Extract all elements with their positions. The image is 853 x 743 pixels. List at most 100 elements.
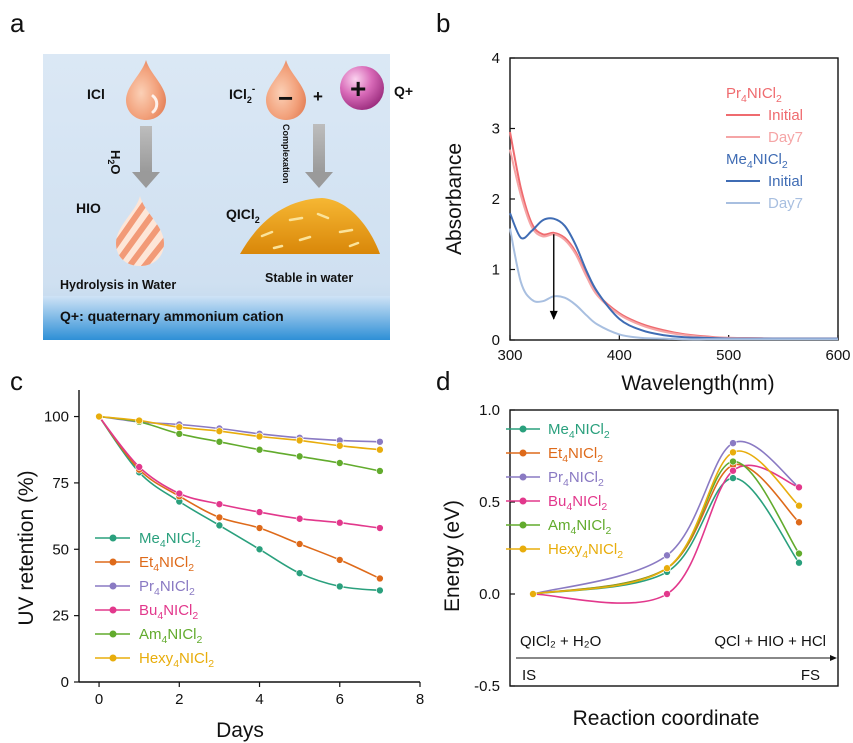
y-tick-label: 1.0: [479, 402, 500, 419]
stable-caption: Stable in water: [265, 271, 353, 285]
y-tick-label: -0.5: [474, 678, 500, 695]
data-point-Me: [335, 582, 344, 591]
energy-point-Hexy: [663, 564, 671, 573]
legend-marker: [109, 558, 117, 566]
legend-marker: [109, 606, 117, 614]
data-point-Am: [335, 459, 344, 467]
energy-line-Bu: [532, 464, 800, 604]
data-point-Hexy: [135, 416, 143, 425]
y-tick-label: 100: [44, 409, 69, 426]
minus-sign: −: [278, 83, 293, 113]
y-tick-label: 0.5: [479, 494, 500, 511]
legend-group-title: Me4NICl2: [726, 151, 788, 171]
data-point-Et: [215, 513, 224, 522]
y-axis-label: UV retention (%): [15, 470, 38, 625]
legend-marker: [109, 534, 117, 542]
legend-marker: [109, 654, 117, 662]
complexation-arrow-icon: [305, 124, 333, 188]
legend-group-title: Pr4NICl2: [726, 85, 782, 105]
y-tick-label: 25: [52, 608, 69, 625]
series-line-Me4NICl2-Day7: [509, 228, 838, 341]
data-point-Hexy: [335, 441, 344, 450]
y-tick-label: 1: [492, 262, 500, 279]
icl-label: ICl: [87, 86, 105, 102]
data-point-Am: [175, 429, 184, 438]
energy-point-Hexy: [529, 590, 537, 598]
data-point-Me: [376, 586, 384, 595]
panel-b-label: b: [436, 8, 450, 38]
q-plus-label: Q+: [394, 83, 413, 99]
y-axis-label: Absorbance: [443, 143, 466, 255]
hydrolysis-caption: Hydrolysis in Water: [60, 278, 176, 292]
panel-b-absorbance-chart: 300 400 500 600 0 1 2 3 4 Wavelength(nm) Absorbanc…: [443, 50, 851, 395]
footer-caption: Q+: quaternary ammonium cation: [60, 308, 284, 324]
legend-entry: Initial: [768, 173, 803, 190]
h2o-label: H2O: [106, 150, 123, 175]
y-tick-label: 75: [52, 475, 69, 492]
y-axis-label: Energy (eV): [441, 500, 464, 612]
cation-ball-icon: [340, 66, 384, 110]
icl2-label: ICl2-: [229, 84, 255, 105]
legend-entry: Pr4NICl2: [139, 578, 195, 598]
data-point-Hexy: [376, 445, 384, 454]
hio-label: HIO: [76, 200, 101, 216]
data-point-Me: [255, 545, 264, 554]
x-tick-label: 0: [95, 691, 103, 708]
legend-entry: Hexy4NICl2: [139, 650, 214, 670]
droplet-highlight-icon: [151, 94, 159, 114]
panel-a-schematic: ICl H2O HIO Hydrolysis in Water − ICl2- …: [43, 54, 413, 340]
legend-marker: [109, 630, 117, 638]
plus-sign: +: [350, 73, 366, 104]
y-tick-label: 0: [61, 674, 69, 691]
legend-marker: [519, 425, 527, 433]
legend-entry: Et4NICl2: [548, 445, 603, 465]
energy-line-Hexy: [532, 450, 800, 595]
energy-point-Am: [795, 549, 803, 558]
data-point-Hexy: [95, 412, 103, 421]
series-line-Me4NICl2-Initial: [509, 212, 838, 340]
data-point-Bu: [175, 489, 184, 498]
data-point-Et: [335, 556, 344, 564]
data-point-Bu: [135, 463, 143, 471]
legend-marker: [519, 473, 527, 481]
data-point-Bu: [376, 524, 384, 532]
legend-entry: Am4NICl2: [548, 517, 612, 537]
panel-a-footer-band: [43, 296, 390, 340]
y-tick-label: 50: [52, 541, 69, 558]
x-tick-label: 500: [716, 347, 741, 364]
x-tick-label: 600: [825, 347, 850, 364]
x-axis-label: Wavelength(nm): [621, 372, 774, 395]
panel-c-uv-retention-chart: 0 2 4 6 8 0 25 50 75 100 Days UV retention (%) Me4NI…: [15, 390, 424, 742]
end-state-label: QCl + HIO + HCl: [714, 633, 826, 650]
energy-point-Am: [729, 457, 737, 466]
legend-entry: Et4NICl2: [139, 554, 194, 574]
energy-point-Bu: [795, 483, 803, 492]
data-point-Hexy: [175, 423, 184, 431]
x-axis-label: Reaction coordinate: [573, 707, 760, 730]
data-point-Am: [376, 467, 384, 475]
qicl2-powder-pile-icon: [240, 198, 380, 254]
x-axis-label: Days: [216, 719, 264, 742]
down-arrow-head: [549, 310, 558, 320]
data-point-Hexy: [255, 432, 264, 441]
qicl2-label: QICl2: [226, 206, 260, 225]
panel-d-energy-chart: -0.5 0.0 0.5 1.0 Energy (eV) Reaction coordin…: [441, 402, 839, 730]
legend-marker: [519, 545, 527, 553]
fs-label: FS: [801, 667, 820, 684]
data-point-Bu: [255, 508, 264, 516]
data-point-Me: [295, 569, 304, 577]
legend-entry: Am4NICl2: [139, 626, 203, 646]
legend-entry: Day7: [768, 195, 803, 212]
legend-marker: [519, 449, 527, 457]
panel-d-label: d: [436, 366, 450, 396]
data-point-Bu: [335, 518, 344, 527]
y-tick-label: 0.0: [479, 586, 500, 603]
data-point-Bu: [215, 500, 224, 508]
is-label: IS: [522, 667, 536, 684]
data-point-Et: [295, 540, 304, 548]
energy-point-Pr: [663, 551, 671, 560]
x-tick-label: 8: [416, 691, 424, 708]
data-point-Am: [215, 437, 224, 446]
legend-entry: Hexy4NICl2: [548, 541, 623, 561]
legend-entry: Day7: [768, 129, 803, 146]
